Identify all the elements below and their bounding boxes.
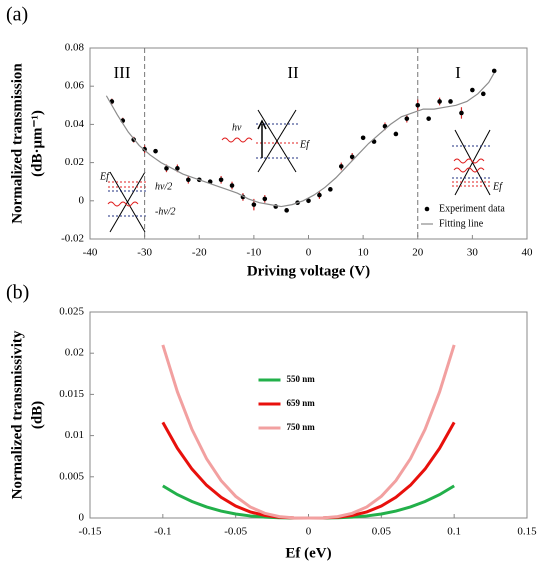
legend-label: Experiment data bbox=[439, 203, 505, 214]
x-tick-label: -0.1 bbox=[154, 526, 171, 538]
data-point bbox=[284, 208, 289, 213]
x-tick-label: 0.15 bbox=[517, 526, 537, 538]
photon-wave bbox=[221, 137, 253, 143]
x-tick-label: 10 bbox=[358, 247, 370, 259]
y-tick-label: 0.02 bbox=[65, 347, 84, 359]
data-point bbox=[164, 166, 169, 171]
x-axis-label: Ef (eV) bbox=[285, 545, 331, 561]
data-point bbox=[349, 154, 355, 160]
x-tick-label: -0.05 bbox=[224, 526, 247, 538]
legend-swatch bbox=[424, 206, 430, 212]
x-tick-label: -30 bbox=[137, 247, 152, 259]
data-point bbox=[415, 103, 421, 108]
data-point bbox=[142, 146, 147, 152]
photon-wave bbox=[107, 201, 139, 207]
x-tick-label: -0.15 bbox=[79, 526, 102, 538]
data-point bbox=[262, 196, 268, 202]
y-tick-label: 0.025 bbox=[59, 306, 84, 318]
annotation: Ef bbox=[492, 181, 503, 192]
y-tick-label: 0.015 bbox=[59, 388, 84, 400]
band-line bbox=[109, 171, 146, 233]
x-tick-label: 0 bbox=[306, 247, 312, 259]
y-tick-label: 0.08 bbox=[65, 42, 85, 54]
region-label: II bbox=[287, 63, 299, 82]
legend-label: Fitting line bbox=[439, 218, 484, 229]
data-point bbox=[491, 68, 497, 74]
annotation: -hν/2 bbox=[155, 206, 176, 217]
data-point bbox=[448, 99, 453, 104]
panel-label: (b) bbox=[6, 282, 29, 304]
x-tick-label: -20 bbox=[192, 247, 207, 259]
legend-label: 550 nm bbox=[287, 374, 316, 384]
data-point bbox=[470, 87, 475, 93]
y-tick-label: 0.04 bbox=[65, 118, 85, 130]
x-tick-label: 20 bbox=[412, 247, 424, 259]
data-point bbox=[360, 135, 366, 141]
x-tick-label: -10 bbox=[247, 247, 262, 259]
fit-line bbox=[105, 72, 495, 208]
x-tick-label: -40 bbox=[83, 247, 98, 259]
data-point bbox=[404, 116, 410, 121]
panel-label: (a) bbox=[6, 4, 28, 26]
inset-right bbox=[452, 129, 492, 196]
y-tick-label: 0.01 bbox=[65, 429, 84, 441]
series-line bbox=[161, 344, 456, 520]
y-axis-label: Normalized transmissivity bbox=[9, 330, 25, 499]
series-line bbox=[161, 421, 456, 520]
photon-wave bbox=[453, 167, 485, 173]
region-label: I bbox=[455, 63, 461, 82]
annotation: hν/2 bbox=[155, 181, 172, 192]
y-axis-label: (dB·μm⁻¹) bbox=[29, 110, 45, 177]
inset-middle bbox=[221, 109, 298, 173]
region-label: III bbox=[114, 63, 131, 82]
data-point bbox=[459, 110, 464, 116]
arrow-head bbox=[257, 119, 267, 130]
y-tick-label: 0.02 bbox=[65, 156, 84, 168]
plot-frame bbox=[89, 311, 528, 519]
inset-left bbox=[107, 171, 148, 233]
data-point bbox=[229, 183, 235, 188]
annotation: Ef bbox=[299, 139, 310, 150]
y-tick-label: 0.005 bbox=[59, 470, 84, 482]
legend-label: 659 nm bbox=[287, 398, 316, 408]
annotation: hν bbox=[232, 122, 242, 133]
y-tick-label: 0.06 bbox=[65, 80, 85, 92]
y-axis-label: Normalized transmission bbox=[9, 63, 25, 224]
data-point bbox=[426, 116, 431, 121]
band-line bbox=[257, 109, 297, 173]
data-point bbox=[338, 164, 344, 169]
series-line bbox=[162, 484, 455, 520]
x-tick-label: 30 bbox=[467, 247, 479, 259]
band-line bbox=[454, 129, 491, 196]
x-tick-label: 0.1 bbox=[447, 526, 461, 538]
data-point bbox=[328, 187, 333, 192]
x-tick-label: 0.05 bbox=[372, 526, 392, 538]
x-tick-label: 0 bbox=[306, 526, 312, 538]
data-point bbox=[437, 99, 442, 104]
y-tick-label: -0.02 bbox=[61, 233, 84, 245]
photon-wave bbox=[453, 158, 485, 164]
data-point bbox=[481, 91, 486, 97]
data-point bbox=[186, 177, 191, 183]
data-point bbox=[175, 166, 180, 171]
legend-label: 750 nm bbox=[287, 422, 316, 432]
data-point bbox=[153, 148, 158, 154]
data-point bbox=[393, 131, 399, 137]
data-point bbox=[251, 202, 257, 207]
y-axis-label: (dB) bbox=[29, 401, 45, 429]
data-point bbox=[306, 198, 311, 204]
x-tick-label: 40 bbox=[522, 247, 534, 259]
y-tick-label: 0 bbox=[79, 512, 85, 524]
data-point bbox=[317, 192, 322, 198]
annotation: Ef bbox=[99, 171, 110, 182]
data-point bbox=[218, 177, 224, 183]
x-axis-label: Driving voltage (V) bbox=[247, 263, 370, 279]
y-tick-label: 0 bbox=[79, 194, 85, 206]
